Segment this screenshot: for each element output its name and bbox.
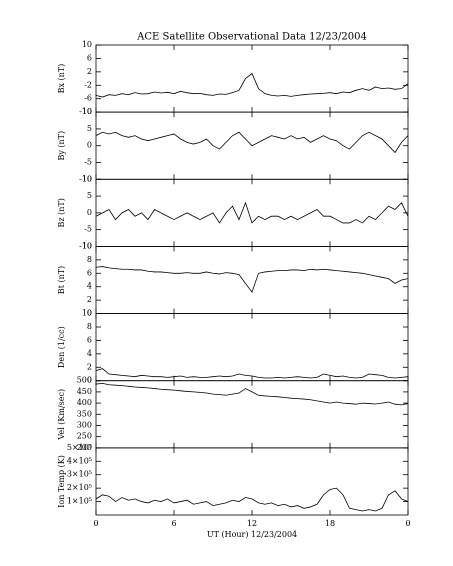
y-tick-label: -10 <box>79 107 92 116</box>
y-tick-label: 5 <box>87 191 92 200</box>
panel-frame <box>95 246 409 314</box>
y-tick-label: 500 <box>77 376 92 385</box>
y-tick-label: 10 <box>82 174 92 183</box>
x-tick-label: 0 <box>405 519 410 528</box>
data-line <box>95 131 409 154</box>
y-tick-label: 4×10⁵ <box>67 456 92 465</box>
y-tick-label: 1×10⁵ <box>67 497 92 506</box>
y-axis-label: Bz (nT) <box>57 198 66 227</box>
y-tick-label: -6 <box>84 94 92 103</box>
data-line <box>95 201 409 224</box>
panel-frame <box>95 313 409 382</box>
y-tick-label: -5 <box>84 225 92 234</box>
y-tick-label: 3×10⁵ <box>67 470 92 479</box>
y-tick-label: 4 <box>87 349 92 358</box>
chart-title: ACE Satellite Observational Data 12/23/2… <box>136 32 367 43</box>
y-tick-label: -2 <box>84 80 92 89</box>
y-tick-label: 8 <box>87 255 92 264</box>
y-tick-label: 10 <box>82 309 92 318</box>
y-tick-label: 5 <box>87 124 92 133</box>
y-tick-label: 0 <box>87 208 92 217</box>
y-axis-label: By (nT) <box>57 131 66 161</box>
y-tick-label: 450 <box>77 387 92 396</box>
y-tick-label: 6 <box>87 268 92 277</box>
y-axis-label: Ion Temp (K) <box>57 455 66 508</box>
y-tick-label: 10 <box>82 241 92 250</box>
y-tick-label: 250 <box>77 432 92 441</box>
y-tick-label: 5×10⁵ <box>67 443 92 452</box>
y-axis-label: Bt (nT) <box>57 266 66 294</box>
y-tick-label: 0 <box>87 376 92 385</box>
panel-frame <box>95 178 409 247</box>
y-tick-label: 4 <box>87 282 92 291</box>
y-tick-label: 0 <box>87 309 92 318</box>
y-tick-label: 2 <box>87 67 92 76</box>
y-tick-label: 200 <box>77 443 92 452</box>
y-tick-label: 10 <box>82 107 92 116</box>
y-axis-label: Vel (Km/sec) <box>57 389 66 441</box>
y-tick-label: 2×10⁵ <box>67 483 92 492</box>
y-tick-label: 300 <box>77 420 92 429</box>
y-tick-label: -10 <box>79 174 92 183</box>
data-line <box>95 382 409 406</box>
x-axis-label: UT (Hour) 12/23/2004 <box>207 530 297 539</box>
y-axis-label: Bx (nT) <box>57 64 66 94</box>
data-line <box>95 368 409 379</box>
y-tick-label: -5 <box>84 158 92 167</box>
panel-frame <box>95 44 409 113</box>
y-tick-label: -10 <box>79 241 92 250</box>
panel-frame <box>95 447 409 516</box>
y-tick-label: 6 <box>87 335 92 344</box>
y-tick-label: 6 <box>87 53 92 62</box>
y-axis-label: Den (1/cc) <box>57 326 66 368</box>
y-tick-label: 2 <box>87 362 92 371</box>
x-tick-label: 12 <box>247 519 257 528</box>
x-tick-label: 18 <box>325 519 335 528</box>
x-tick-label: 0 <box>93 519 98 528</box>
y-tick-label: 8 <box>87 322 92 331</box>
data-line <box>95 72 409 98</box>
data-line <box>95 487 409 512</box>
x-tick-label: 6 <box>171 519 176 528</box>
y-tick-label: 2 <box>87 295 92 304</box>
y-tick-label: 400 <box>77 398 92 407</box>
y-tick-label: 350 <box>77 409 92 418</box>
data-line <box>95 266 409 293</box>
y-tick-label: 10 <box>82 40 92 49</box>
panel-frame <box>95 380 409 449</box>
y-tick-label: 0 <box>87 141 92 150</box>
